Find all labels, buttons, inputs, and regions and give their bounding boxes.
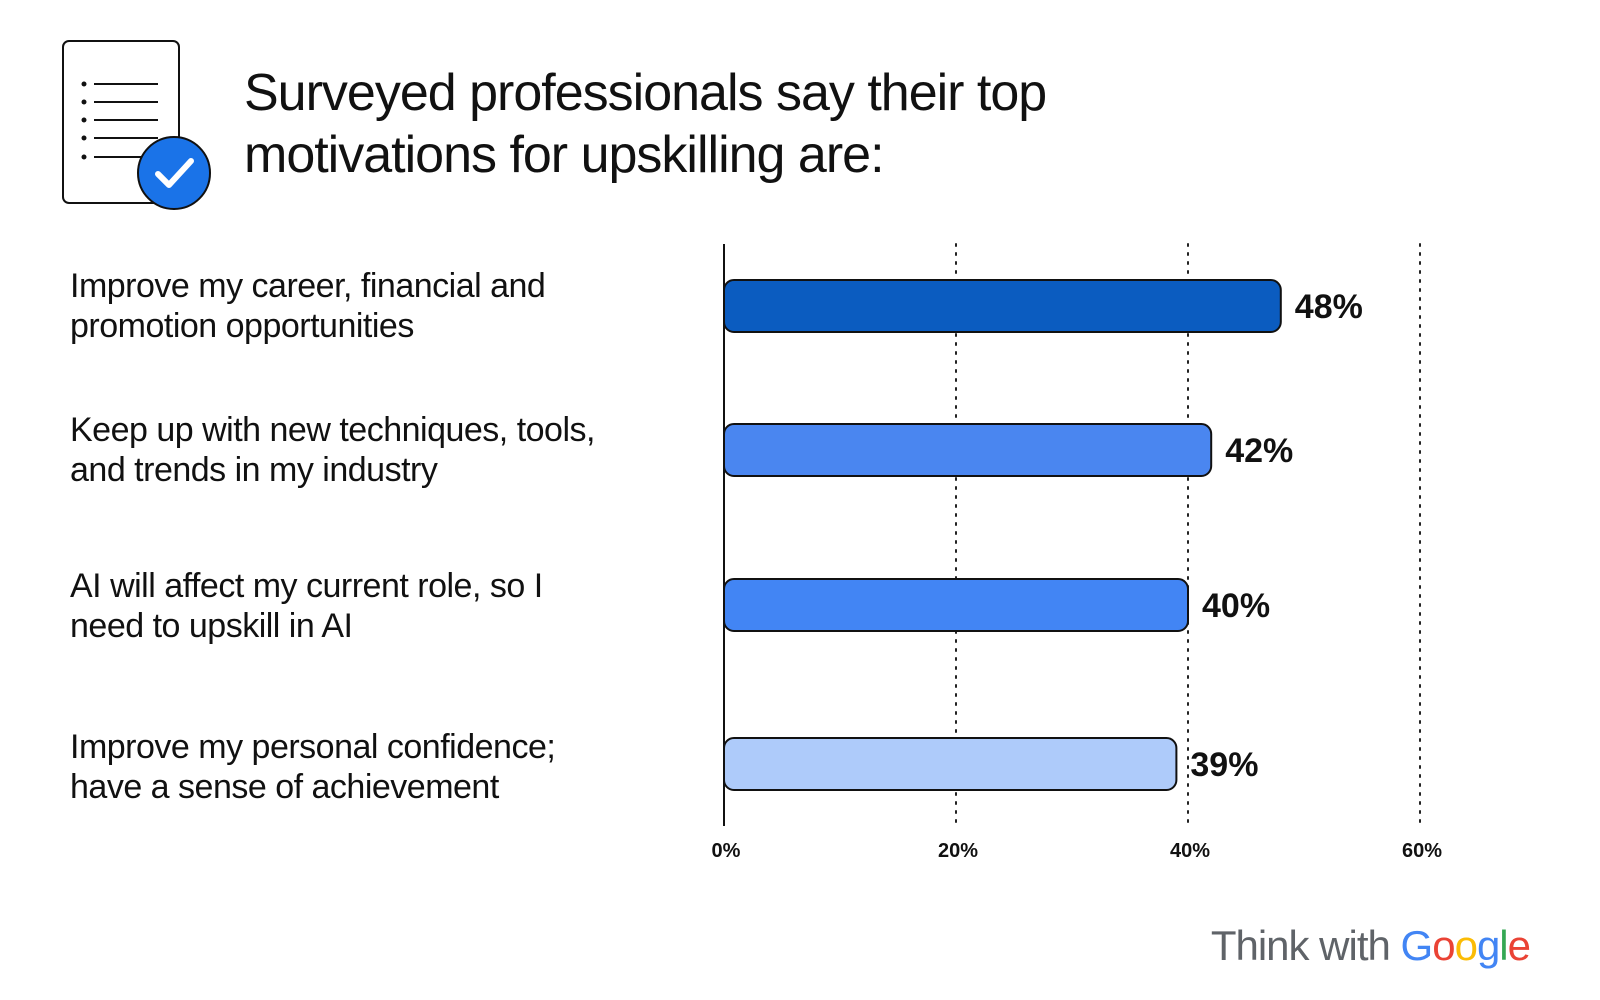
- category-label-line: need to upskill in AI: [70, 607, 353, 645]
- category-label: AI will affect my current role, so I nee…: [70, 566, 690, 646]
- category-label-line: AI will affect my current role, so I: [70, 567, 543, 605]
- chart-title: Surveyed professionals say their top mot…: [244, 62, 1244, 186]
- think-with-google-logo: Think with Google: [1210, 922, 1531, 970]
- document-checklist-icon: [62, 40, 211, 210]
- bar-value-label: 40%: [1202, 587, 1270, 625]
- google-letter: o: [1432, 922, 1455, 969]
- category-label-line: promotion opportunities: [70, 307, 414, 345]
- brand-prefix: Think with: [1210, 922, 1391, 969]
- x-tick-label: 40%: [1170, 840, 1210, 862]
- bar-value-label: 39%: [1190, 746, 1258, 784]
- chart-title-line-2: motivations for upskilling are:: [244, 126, 885, 184]
- category-label: Improve my career, financial and promoti…: [70, 266, 690, 346]
- google-letter: G: [1400, 922, 1434, 969]
- bar-value-label: 42%: [1225, 432, 1293, 470]
- x-tick-label: 20%: [938, 840, 978, 862]
- category-label-line: Keep up with new techniques, tools,: [70, 411, 595, 449]
- bar: [723, 578, 1189, 632]
- category-label-line: and trends in my industry: [70, 451, 438, 489]
- google-letter: l: [1499, 922, 1508, 969]
- x-tick-label: 60%: [1402, 840, 1442, 862]
- category-label-line: Improve my career, financial and: [70, 267, 546, 305]
- bar: [723, 423, 1213, 477]
- category-labels: Improve my career, financial and promoti…: [70, 0, 690, 1000]
- category-label: Keep up with new techniques, tools, and …: [70, 410, 690, 490]
- google-letter: e: [1507, 922, 1531, 969]
- bar: [723, 737, 1178, 791]
- category-label: Improve my personal confidence; have a s…: [70, 727, 690, 807]
- google-wordmark: Google: [1400, 922, 1531, 969]
- chart-title-line-1: Surveyed professionals say their top: [244, 64, 1047, 122]
- google-letter: g: [1476, 922, 1500, 969]
- bar: [723, 279, 1282, 333]
- category-label-line: have a sense of achievement: [70, 768, 499, 806]
- x-tick-label: 0%: [712, 840, 741, 862]
- category-label-line: Improve my personal confidence;: [70, 728, 556, 766]
- bar-value-label: 48%: [1295, 288, 1363, 326]
- google-letter: o: [1454, 922, 1478, 969]
